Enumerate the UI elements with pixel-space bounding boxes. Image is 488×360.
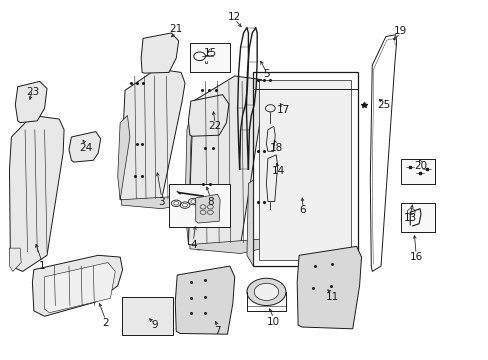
Polygon shape xyxy=(120,69,184,205)
Text: 18: 18 xyxy=(269,143,282,153)
Polygon shape xyxy=(189,239,264,253)
Ellipse shape xyxy=(265,105,275,112)
Text: 7: 7 xyxy=(214,325,221,336)
Ellipse shape xyxy=(246,278,285,306)
Polygon shape xyxy=(44,262,115,313)
Text: 13: 13 xyxy=(403,213,416,222)
Polygon shape xyxy=(188,76,264,250)
Polygon shape xyxy=(184,101,193,244)
Text: 5: 5 xyxy=(263,69,269,79)
Ellipse shape xyxy=(254,283,278,301)
Bar xyxy=(189,43,229,72)
Polygon shape xyxy=(266,155,277,202)
Polygon shape xyxy=(297,246,361,329)
Polygon shape xyxy=(246,180,253,266)
Text: 24: 24 xyxy=(79,143,92,153)
Polygon shape xyxy=(118,116,130,200)
Text: 6: 6 xyxy=(299,206,305,216)
Polygon shape xyxy=(32,255,122,316)
Text: 3: 3 xyxy=(158,197,164,207)
Bar xyxy=(259,80,350,260)
Text: 16: 16 xyxy=(408,252,422,262)
Polygon shape xyxy=(69,132,101,162)
Polygon shape xyxy=(9,248,21,271)
Polygon shape xyxy=(266,126,275,151)
Polygon shape xyxy=(15,81,47,123)
Polygon shape xyxy=(195,194,220,223)
Polygon shape xyxy=(9,116,64,271)
Text: 12: 12 xyxy=(228,12,241,22)
Text: 14: 14 xyxy=(271,166,285,176)
Bar xyxy=(253,72,357,266)
Text: 10: 10 xyxy=(266,317,280,327)
Text: 19: 19 xyxy=(393,26,407,36)
Bar xyxy=(122,297,172,335)
Text: 25: 25 xyxy=(376,100,389,110)
Text: 4: 4 xyxy=(190,239,196,249)
Polygon shape xyxy=(141,33,178,73)
Text: 20: 20 xyxy=(414,161,427,171)
Polygon shape xyxy=(175,266,234,334)
Text: 8: 8 xyxy=(206,197,213,207)
Polygon shape xyxy=(122,196,184,209)
Bar xyxy=(400,159,434,184)
Bar xyxy=(400,203,434,232)
Bar xyxy=(168,184,229,226)
Text: 17: 17 xyxy=(276,105,289,115)
Text: 11: 11 xyxy=(325,292,338,302)
Text: 15: 15 xyxy=(203,48,217,58)
Text: 22: 22 xyxy=(208,121,222,131)
Text: 1: 1 xyxy=(39,261,45,271)
Text: 2: 2 xyxy=(102,319,109,328)
Text: 9: 9 xyxy=(151,320,157,330)
Polygon shape xyxy=(188,95,228,136)
Text: 21: 21 xyxy=(169,24,183,35)
Text: 23: 23 xyxy=(26,87,39,97)
